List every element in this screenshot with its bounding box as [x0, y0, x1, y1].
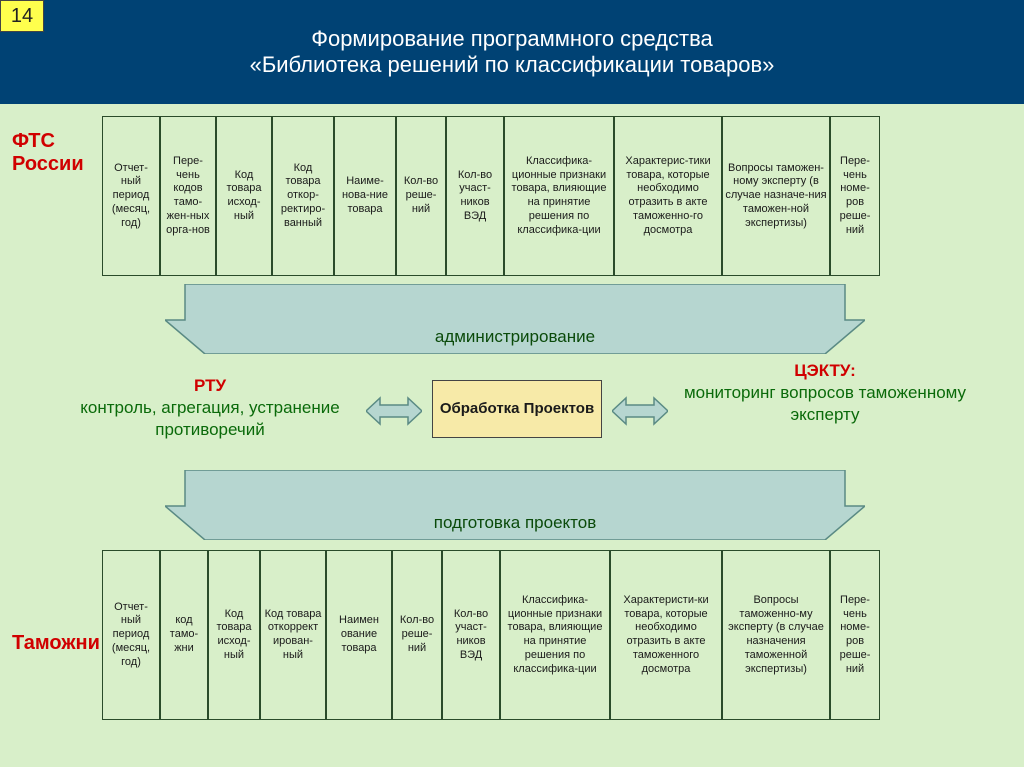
top-columns-row: Отчет-ный период (месяц, год)Пере-чень к… — [102, 116, 1016, 276]
table-cell: Характеристи-ки товара, которые необходи… — [610, 550, 722, 720]
center-processing-box: Обработка Проектов — [432, 380, 602, 438]
table-cell: Классифика-ционные признаки товара, влия… — [504, 116, 614, 276]
table-cell: Отчет-ный период (месяц, год) — [102, 116, 160, 276]
table-cell: Кол-во участ- ников ВЭД — [442, 550, 500, 720]
arrow-project-prep: подготовка проектов — [165, 470, 865, 545]
title-line-2: «Библиотека решений по классификации тов… — [250, 52, 775, 78]
table-cell: Пере-чень номе-ров реше-ний — [830, 116, 880, 276]
slide-number: 14 — [0, 0, 44, 32]
table-cell: Наиме-нова-ние товара — [334, 116, 396, 276]
table-cell: Кол-во реше-ний — [396, 116, 446, 276]
table-cell: Наимен ование товара — [326, 550, 392, 720]
label-administration: администрирование — [187, 322, 843, 352]
table-cell: Код товара исход-ный — [216, 116, 272, 276]
table-cell: Отчет-ный период (месяц, год) — [102, 550, 160, 720]
cektu-body: мониторинг вопросов таможенному эксперту — [684, 383, 966, 424]
arrow-left-double — [366, 396, 422, 426]
rtu-block: РТУ контроль, агрегация, устранение прот… — [60, 375, 360, 441]
table-cell: Код товара откоррект ирован-ный — [260, 550, 326, 720]
table-cell: Вопросы таможен-ному эксперту (в случае … — [722, 116, 830, 276]
arrow-right-double — [612, 396, 668, 426]
label-customs: Таможни — [12, 632, 100, 655]
table-cell: Код товара откор-ректиро-ванный — [272, 116, 334, 276]
table-cell: Кол-во реше-ний — [392, 550, 442, 720]
slide-title-area: Формирование программного средства «Библ… — [0, 0, 1024, 104]
table-cell: Кол-во участ- ников ВЭД — [446, 116, 504, 276]
table-cell: Вопросы таможенно-му эксперту (в случае … — [722, 550, 830, 720]
label-project-prep: подготовка проектов — [187, 508, 843, 538]
title-line-1: Формирование программного средства — [311, 26, 713, 52]
label-fts: ФТС России — [12, 130, 98, 176]
table-cell: Пере-чень кодов тамо-жен-ных орга-нов — [160, 116, 216, 276]
table-cell: Код товара исход-ный — [208, 550, 260, 720]
table-cell: Классифика-ционные признаки товара, влия… — [500, 550, 610, 720]
arrow-administration: администрирование — [165, 284, 865, 359]
rtu-body: контроль, агрегация, устранение противор… — [80, 398, 339, 439]
cektu-head: ЦЭКТУ: — [794, 361, 856, 380]
table-cell: Пере-чень номе-ров реше-ний — [830, 550, 880, 720]
rtu-head: РТУ — [194, 376, 226, 395]
table-cell: код тамо-жни — [160, 550, 208, 720]
bottom-columns-row: Отчет-ный период (месяц, год)код тамо-жн… — [102, 550, 1016, 720]
table-cell: Характерис-тики товара, которые необходи… — [614, 116, 722, 276]
cektu-block: ЦЭКТУ: мониторинг вопросов таможенному э… — [680, 360, 970, 426]
